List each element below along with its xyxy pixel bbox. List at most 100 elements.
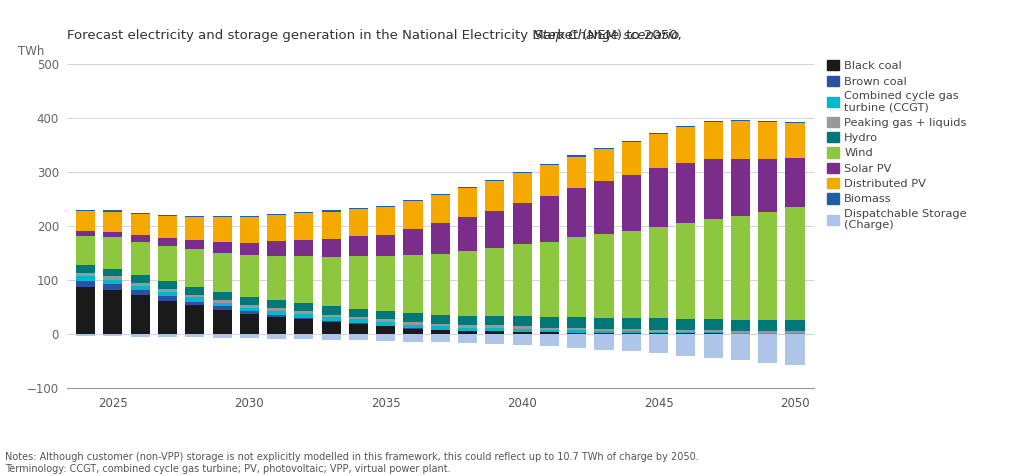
Bar <box>76 211 95 231</box>
Bar <box>103 211 123 232</box>
Bar <box>513 203 531 244</box>
Bar <box>485 211 505 248</box>
Bar <box>131 286 150 290</box>
Bar <box>458 316 477 325</box>
Bar <box>649 318 668 330</box>
Bar <box>294 318 313 319</box>
Bar <box>376 311 395 319</box>
Bar <box>158 288 177 292</box>
Bar <box>567 188 587 238</box>
Bar <box>540 330 559 332</box>
Bar <box>458 325 477 327</box>
Bar <box>513 326 531 328</box>
Bar <box>785 331 805 333</box>
Bar <box>567 328 587 330</box>
Bar <box>185 295 205 298</box>
Bar <box>785 320 805 331</box>
Bar <box>294 311 313 314</box>
Bar <box>785 207 805 320</box>
Bar <box>513 332 531 334</box>
Bar <box>294 212 313 213</box>
Bar <box>458 331 477 334</box>
Bar <box>185 302 205 306</box>
Bar <box>540 196 559 242</box>
Bar <box>649 227 668 318</box>
Bar <box>567 157 587 188</box>
Bar <box>349 324 368 334</box>
Bar <box>431 324 450 327</box>
Bar <box>485 331 505 334</box>
Bar <box>513 328 531 332</box>
Bar <box>267 311 286 315</box>
Bar <box>185 287 205 295</box>
Bar <box>267 215 286 241</box>
Bar <box>185 334 205 337</box>
Bar <box>540 327 559 330</box>
Bar <box>213 303 231 307</box>
Bar <box>376 235 395 256</box>
Bar <box>567 317 587 328</box>
Bar <box>785 334 805 365</box>
Bar <box>649 330 668 332</box>
Bar <box>485 248 505 316</box>
Bar <box>622 329 641 331</box>
Bar <box>540 242 559 317</box>
Bar <box>703 122 723 159</box>
Bar <box>76 210 95 211</box>
Bar <box>213 310 231 334</box>
Bar <box>240 255 259 298</box>
Bar <box>322 317 341 321</box>
Bar <box>758 333 777 334</box>
Bar <box>158 296 177 300</box>
Bar <box>485 181 505 211</box>
Bar <box>649 133 668 134</box>
Bar <box>485 326 505 328</box>
Bar <box>758 211 777 320</box>
Bar <box>103 284 123 290</box>
Bar <box>785 123 805 158</box>
Bar <box>731 216 750 320</box>
Bar <box>567 238 587 317</box>
Bar <box>513 316 531 326</box>
Bar <box>676 334 695 356</box>
Bar <box>731 333 750 334</box>
Bar <box>758 159 777 211</box>
Bar <box>185 249 205 287</box>
Bar <box>76 276 95 281</box>
Bar <box>349 237 368 256</box>
Text: Forecast electricity and storage generation in the National Electricity Market (: Forecast electricity and storage generat… <box>67 29 685 41</box>
Bar <box>294 319 313 334</box>
Bar <box>103 279 123 284</box>
Bar <box>322 334 341 340</box>
Bar <box>240 314 259 334</box>
Bar <box>185 298 205 302</box>
Bar <box>731 121 750 159</box>
Bar <box>758 320 777 331</box>
Bar <box>240 218 259 243</box>
Bar <box>349 317 368 319</box>
Bar <box>322 315 341 317</box>
Bar <box>431 194 450 195</box>
Bar <box>267 308 286 311</box>
Bar <box>458 327 477 331</box>
Bar <box>513 334 531 345</box>
Bar <box>240 307 259 311</box>
Bar <box>622 175 641 231</box>
Bar <box>376 207 395 235</box>
Bar <box>376 327 395 334</box>
Bar <box>213 218 231 242</box>
Bar <box>758 334 777 363</box>
Text: Step Change scenario: Step Change scenario <box>534 29 679 41</box>
Bar <box>403 201 423 229</box>
Bar <box>76 281 95 287</box>
Bar <box>731 159 750 216</box>
Bar <box>103 269 123 276</box>
Bar <box>158 334 177 337</box>
Bar <box>131 290 150 295</box>
Bar <box>649 332 668 334</box>
Bar <box>131 334 150 337</box>
Text: Notes: Although customer (non-VPP) storage is not explicitly modelled in this fr: Notes: Although customer (non-VPP) stora… <box>5 452 698 474</box>
Bar <box>622 318 641 329</box>
Bar <box>294 314 313 318</box>
Bar <box>485 316 505 326</box>
